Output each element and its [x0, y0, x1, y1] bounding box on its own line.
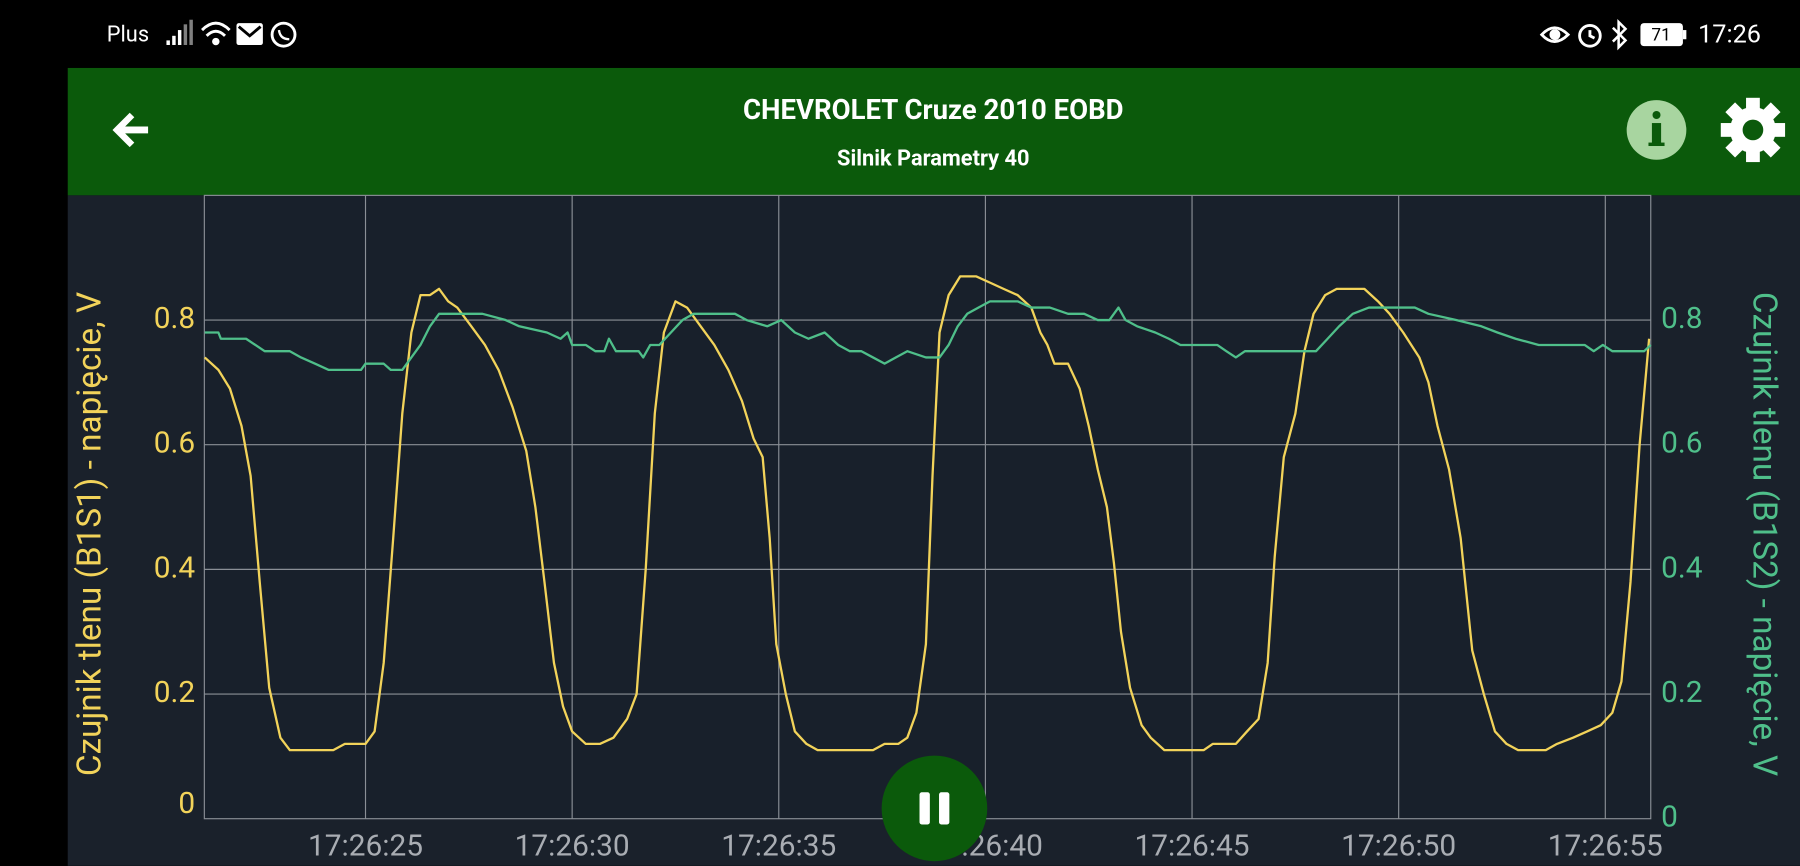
- x-tick-label: 17:26:45: [1135, 828, 1250, 863]
- series-line: [203, 275, 1651, 752]
- x-tick-label: 17:26:25: [308, 828, 423, 863]
- y-tick-label: 0.6: [154, 426, 195, 461]
- y-tick-label: 0: [178, 786, 195, 821]
- pause-button[interactable]: [881, 755, 988, 862]
- eye-icon: [1539, 26, 1571, 43]
- y2-axis-title: Czujnik tlenu (B1S2) - napięcie, V: [1744, 292, 1783, 776]
- app-subtitle: Silnik Parametry 40: [837, 147, 1030, 172]
- info-button[interactable]: [1626, 100, 1687, 160]
- x-tick-label: 17:26:55: [1548, 828, 1663, 863]
- battery-level: 71: [1651, 25, 1670, 45]
- x-tick-label: 17:26:35: [721, 828, 836, 863]
- back-button[interactable]: [112, 112, 149, 148]
- y2-tick-label: 0: [1661, 800, 1678, 835]
- y2-tick-label: 0.4: [1661, 550, 1703, 585]
- alarm-icon: [1578, 24, 1602, 48]
- y-tick-label: 0.2: [154, 675, 195, 710]
- x-tick-label: 17:26:30: [515, 828, 630, 863]
- y-tick-label: 0.8: [154, 301, 195, 336]
- plot-area: [203, 194, 1652, 820]
- mail-icon: [236, 23, 263, 45]
- y2-tick-label: 0.6: [1661, 426, 1702, 461]
- settings-button[interactable]: [1720, 97, 1786, 163]
- whatsapp-icon: [270, 21, 297, 48]
- y2-tick-label: 0.2: [1661, 675, 1702, 710]
- axis-labels: 17:26:25 17:26:30 17:26:35 17:26:40 17:26:45…: [71, 292, 1784, 863]
- y-tick-label: 0.4: [154, 550, 196, 585]
- x-tick-label: 17:26:50: [1341, 828, 1456, 863]
- y2-tick-label: 0.8: [1661, 301, 1702, 336]
- wifi-icon: [201, 21, 231, 46]
- battery-icon: 71: [1640, 23, 1687, 47]
- carrier: Plus: [107, 23, 149, 48]
- series-line: [204, 300, 1652, 372]
- clock: 17:26: [1698, 20, 1761, 49]
- grid: [204, 195, 1651, 819]
- app-title: CHEVROLET Cruze 2010 EOBD: [743, 93, 1124, 126]
- bluetooth-icon: [1611, 18, 1628, 51]
- app-bar: [67, 67, 1800, 196]
- series-layer: [203, 275, 1652, 752]
- signal-icon: [166, 19, 193, 45]
- y-axis-title: Czujnik tlenu (B1S1) - napięcie, V: [71, 292, 110, 776]
